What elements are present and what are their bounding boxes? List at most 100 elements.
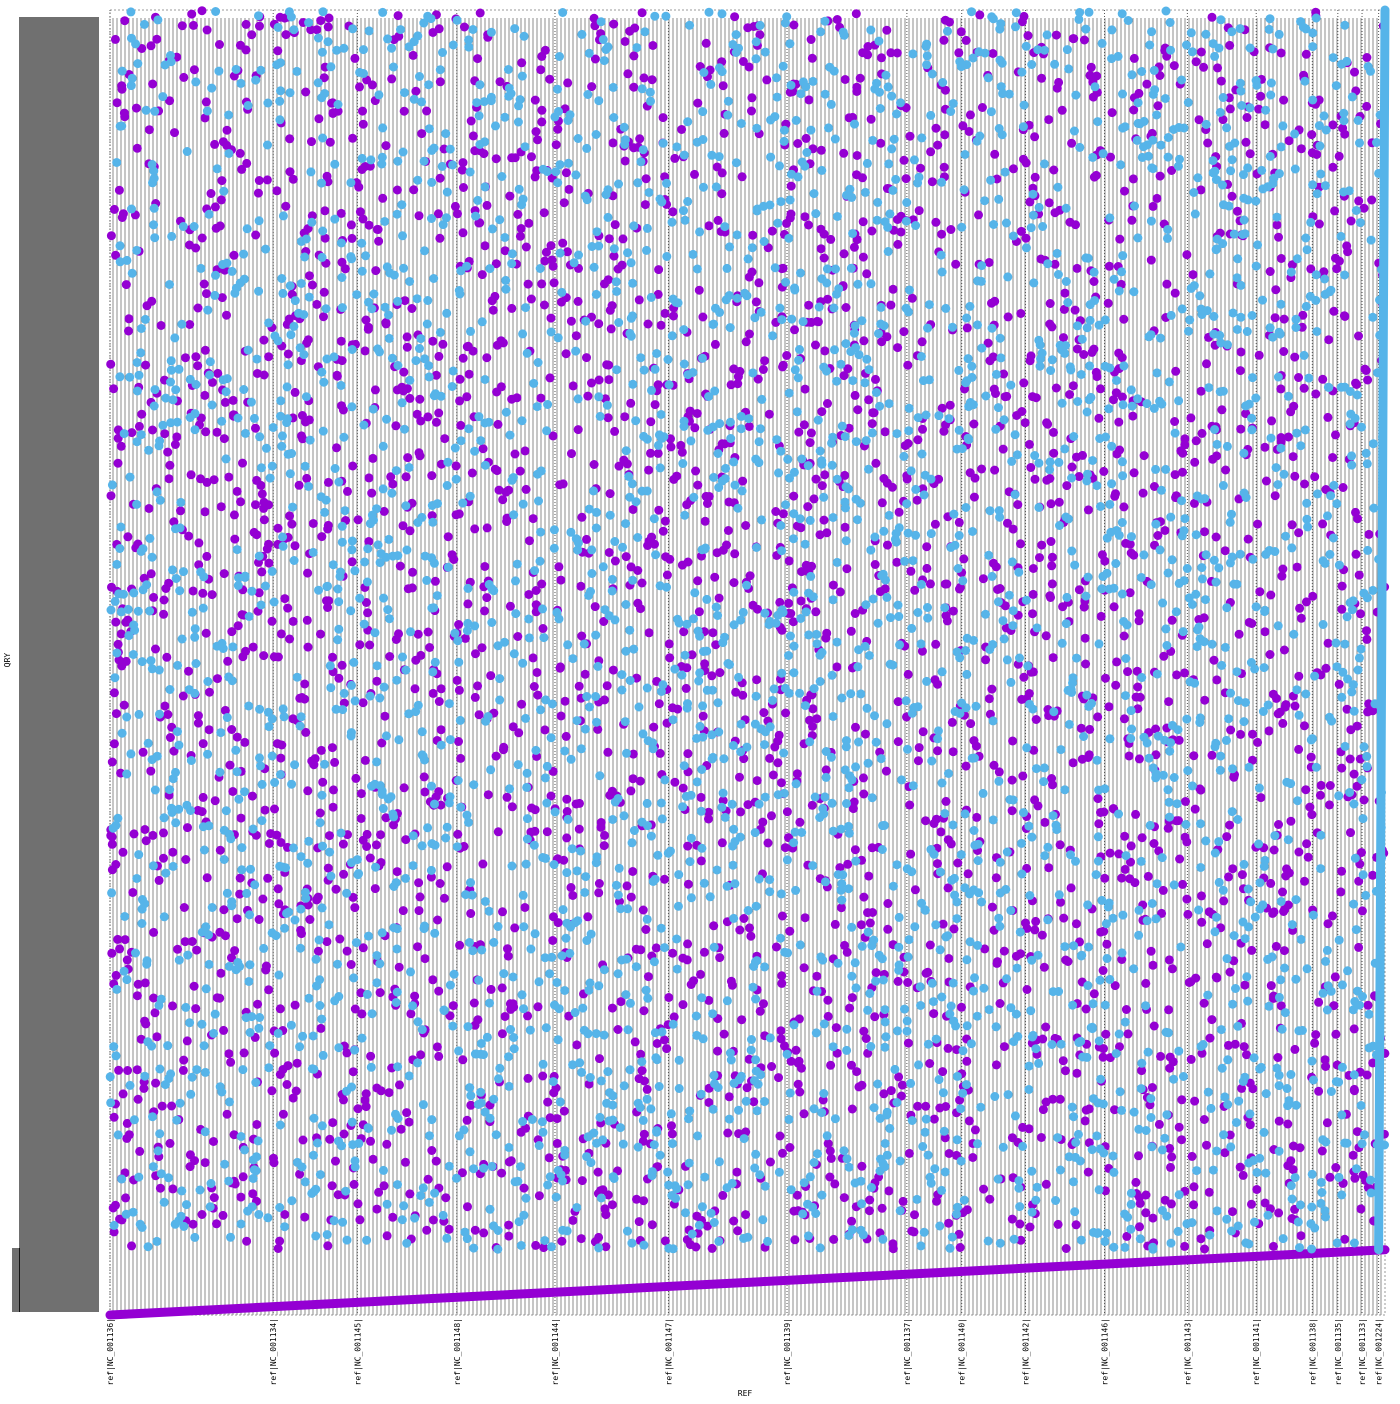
data-point (179, 73, 188, 82)
data-point (1144, 332, 1153, 341)
data-point (680, 761, 689, 770)
data-point (497, 382, 506, 391)
data-point (203, 26, 212, 35)
data-point (194, 304, 203, 313)
data-point (941, 16, 950, 25)
data-point (1060, 289, 1069, 298)
data-point (211, 202, 220, 211)
data-point (1198, 429, 1207, 438)
data-point (961, 646, 970, 655)
data-point (721, 813, 730, 822)
data-point (693, 576, 702, 585)
data-point (701, 517, 710, 526)
data-point (181, 937, 190, 946)
data-point (1331, 1030, 1340, 1039)
data-point (1329, 307, 1338, 316)
data-point (1099, 966, 1108, 975)
data-point (277, 274, 286, 283)
data-point (604, 375, 613, 384)
data-point (1053, 249, 1062, 258)
data-point (473, 681, 482, 690)
data-point (203, 478, 212, 487)
data-point (254, 189, 263, 198)
data-point (234, 621, 243, 630)
data-point (213, 674, 222, 683)
data-point (562, 349, 571, 358)
data-point (1205, 269, 1214, 278)
data-point (1217, 77, 1226, 86)
data-point (793, 139, 802, 148)
data-point (315, 1001, 324, 1010)
data-point (564, 815, 573, 824)
data-point (741, 1210, 750, 1219)
data-point (324, 478, 333, 487)
data-point (662, 252, 671, 261)
data-point (1135, 906, 1144, 915)
data-point (847, 264, 856, 273)
data-point (804, 221, 813, 230)
data-point (350, 903, 359, 912)
data-point (1325, 800, 1334, 809)
data-point (1266, 879, 1275, 888)
data-point (560, 747, 569, 756)
data-point (203, 306, 212, 315)
data-point (1048, 355, 1057, 364)
data-point (746, 932, 755, 941)
data-point (906, 850, 915, 859)
data-point (361, 756, 370, 765)
data-point (482, 353, 491, 362)
data-point (619, 234, 628, 243)
data-point (617, 686, 626, 695)
data-point (872, 968, 881, 977)
data-point (120, 16, 129, 25)
data-point (859, 1027, 868, 1036)
data-point (1294, 848, 1303, 857)
data-point (595, 771, 604, 780)
data-point (1056, 898, 1065, 907)
data-point (800, 420, 809, 429)
data-point (516, 232, 525, 241)
data-point (296, 722, 305, 731)
data-point (1236, 24, 1245, 33)
data-point (1329, 481, 1338, 490)
data-point (889, 285, 898, 294)
data-point (1273, 1053, 1282, 1062)
data-point (812, 475, 821, 484)
data-point (343, 947, 352, 956)
data-point (1288, 520, 1297, 529)
data-point (592, 130, 601, 139)
data-point (1270, 907, 1279, 916)
data-point (1189, 1200, 1198, 1209)
data-point (882, 26, 891, 35)
data-point (679, 206, 688, 215)
data-point (1042, 418, 1051, 427)
data-point (488, 296, 497, 305)
data-point (800, 963, 809, 972)
data-point (230, 535, 239, 544)
data-point (554, 1035, 563, 1044)
data-point (441, 1193, 450, 1202)
data-point (273, 46, 282, 55)
data-point (941, 304, 950, 313)
data-point (823, 399, 832, 408)
data-point (314, 947, 323, 956)
data-point (1009, 606, 1018, 615)
data-point (1022, 234, 1031, 243)
data-point (728, 800, 737, 809)
data-point (1197, 387, 1206, 396)
data-point (1104, 299, 1113, 308)
data-point (913, 435, 922, 444)
data-point (270, 1158, 279, 1167)
data-point (1174, 1227, 1183, 1236)
data-point (664, 1181, 673, 1190)
data-point (362, 1236, 371, 1245)
data-point (357, 1009, 366, 1018)
data-point (597, 818, 606, 827)
data-point (313, 1139, 322, 1148)
data-point (1350, 1174, 1359, 1183)
data-point (538, 1117, 547, 1126)
data-point (995, 767, 1004, 776)
data-point (281, 202, 290, 211)
data-point (808, 801, 817, 810)
data-point (249, 643, 258, 652)
